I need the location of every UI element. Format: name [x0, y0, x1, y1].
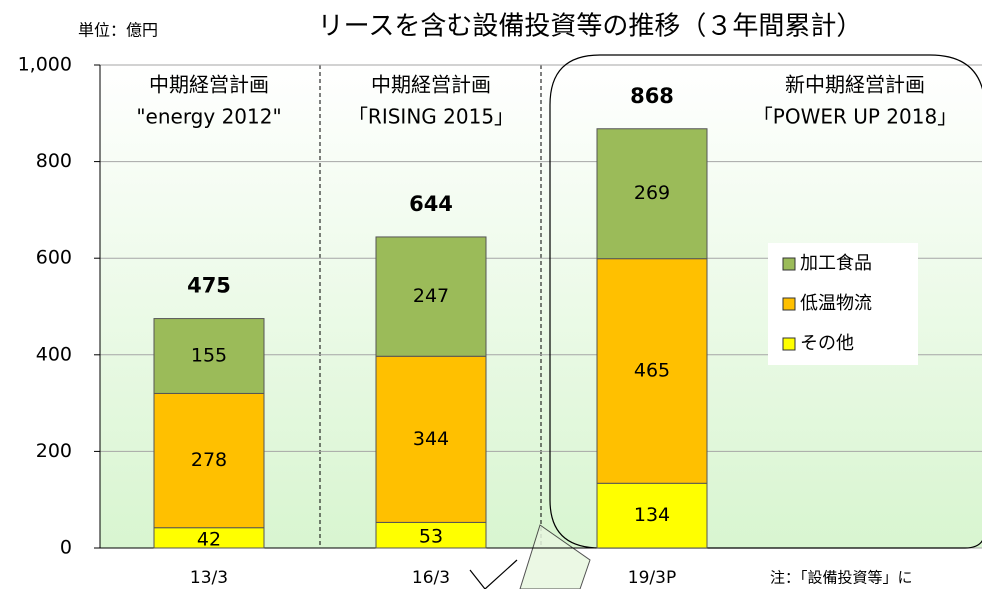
y-tick-label: 400: [36, 343, 72, 365]
legend-swatch: [782, 297, 796, 311]
value-label: 465: [634, 359, 670, 381]
x-tick-label: 13/3: [190, 568, 228, 588]
value-label: 155: [191, 345, 227, 367]
value-label: 42: [197, 528, 221, 550]
chart-title: リースを含む設備投資等の推移（３年間累計）: [318, 12, 863, 42]
value-label: 344: [413, 428, 449, 450]
bar-segment: [596, 258, 708, 484]
period-label: 「POWER UP 2018」: [753, 105, 957, 129]
note: 注：「設備投資等」に: [770, 569, 913, 587]
value-label: 134: [634, 504, 670, 526]
legend-label: 低温物流: [800, 293, 872, 314]
x-tick-label: 19/3P: [628, 568, 676, 588]
total-label: 868: [630, 84, 674, 108]
callout-tail: [469, 569, 486, 589]
total-label: 644: [409, 192, 453, 216]
value-label: 269: [634, 182, 670, 204]
bar-segment: [596, 128, 708, 260]
value-label: 278: [191, 449, 227, 471]
value-label: 247: [413, 285, 449, 307]
y-tick-label: 800: [36, 150, 72, 172]
period-label: 中期経営計画: [149, 73, 269, 97]
bar-segment: [375, 521, 487, 549]
legend-label: 加工食品: [800, 253, 872, 274]
y-tick-label: 0: [60, 537, 72, 559]
x-tick-label: 16/3: [412, 568, 450, 588]
bar-segment: [153, 392, 265, 529]
legend-label: その他: [800, 333, 854, 354]
y-tick-label: 200: [36, 440, 72, 462]
period-label: 新中期経営計画: [785, 73, 925, 97]
y-tick-label: 600: [36, 247, 72, 269]
callout-tail: [484, 559, 518, 589]
period-label: 中期経営計画: [371, 73, 491, 97]
legend-swatch: [782, 337, 796, 351]
bar-segment: [153, 318, 265, 394]
value-label: 53: [419, 526, 443, 548]
unit-label: 単位：億円: [78, 21, 158, 40]
period-label: "energy 2012": [136, 105, 281, 129]
period-label: 「RISING 2015」: [348, 105, 514, 129]
total-label: 475: [187, 274, 231, 298]
bar-segment: [375, 236, 487, 357]
bar-segment: [596, 482, 708, 549]
y-tick-label: 1,000: [18, 54, 72, 76]
legend-swatch: [782, 257, 796, 271]
